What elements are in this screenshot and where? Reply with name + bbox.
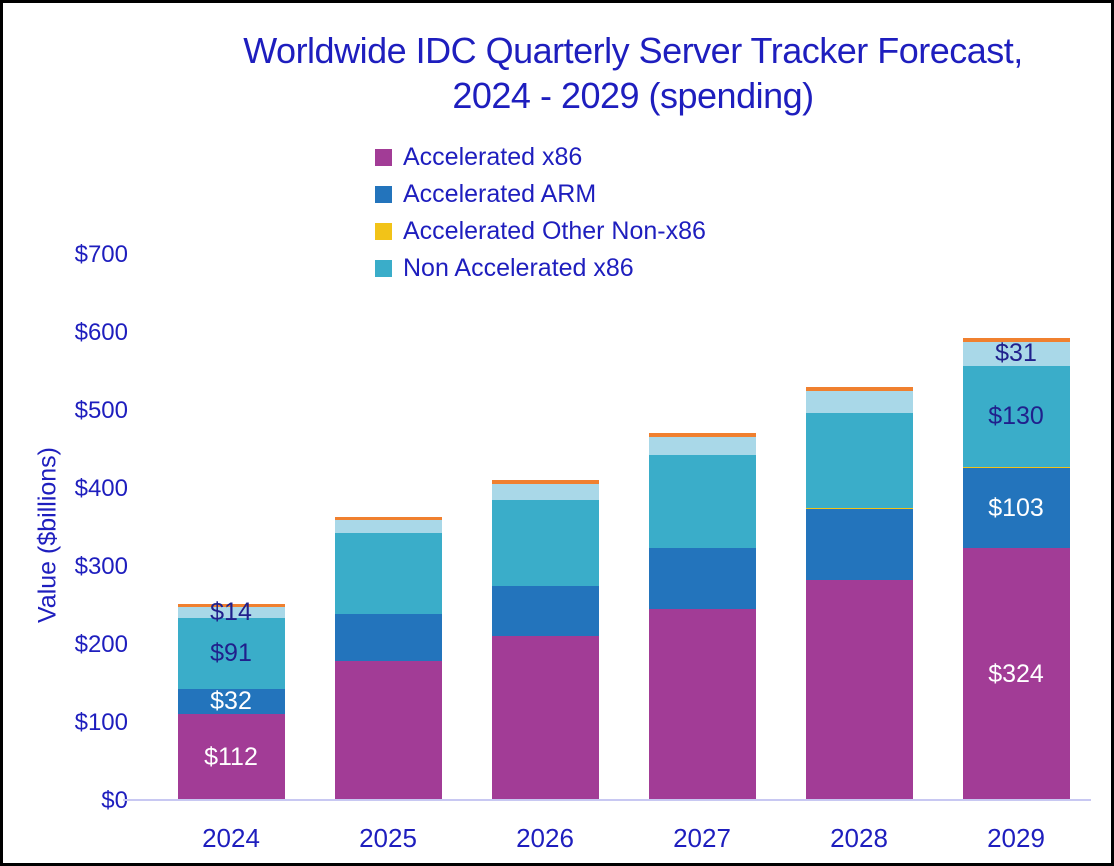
legend-item: Non Accelerated x86 <box>375 250 706 287</box>
bar-segment <box>334 520 442 533</box>
data-label: $130 <box>988 401 1044 430</box>
bar-segment <box>962 467 1070 468</box>
y-axis-title: Value ($billions) <box>33 446 62 624</box>
bar-2028 <box>805 386 913 801</box>
bar-segment: $130 <box>962 365 1070 468</box>
x-axis-tick: 2026 <box>516 823 574 853</box>
x-axis-tick: 2028 <box>830 823 888 853</box>
x-axis-tick: 2029 <box>987 823 1045 853</box>
bar-segment <box>334 613 442 661</box>
x-axis-tick: 2025 <box>359 823 417 853</box>
bar-segment <box>805 390 913 413</box>
bar-segment <box>805 507 913 510</box>
data-label: $91 <box>210 638 252 667</box>
bar-2025 <box>334 517 442 801</box>
bar-segment <box>805 509 913 581</box>
y-axis-tick: $400 <box>74 475 128 502</box>
bar-segment <box>491 480 599 485</box>
bar-segment <box>334 532 442 614</box>
bar-segment: $31 <box>962 339 1070 368</box>
bar-2029: $324 $103 $130 $31 <box>962 337 1070 801</box>
chart-title-line1: Worldwide IDC Quarterly Server Tracker F… <box>243 30 1023 71</box>
bar-segment: $324 <box>962 548 1070 801</box>
bar-segment <box>648 547 756 610</box>
x-axis-tick: 2024 <box>202 823 260 853</box>
legend-swatch-icon <box>375 223 392 240</box>
bar-segment <box>962 337 1070 342</box>
data-label: $14 <box>210 597 252 626</box>
legend-swatch-icon <box>375 186 392 203</box>
bar-segment <box>648 432 756 437</box>
bar-2024: $112 $32 $91 $14 <box>177 599 285 801</box>
y-axis-tick: $100 <box>74 709 128 736</box>
bar-segment: $112 <box>177 713 285 801</box>
data-label: $32 <box>210 686 252 715</box>
bar-segment: $14 <box>177 599 285 624</box>
legend-label: Non Accelerated x86 <box>403 254 634 282</box>
data-label: $103 <box>988 493 1044 522</box>
bar-segment: $32 <box>177 686 285 715</box>
legend-swatch-icon <box>375 260 392 277</box>
legend-item: Accelerated x86 <box>375 139 706 176</box>
x-axis-line <box>123 799 1091 801</box>
legend-label: Accelerated Other Non-x86 <box>403 217 706 245</box>
bar-segment <box>805 412 913 508</box>
y-axis-tick: $600 <box>74 319 128 346</box>
y-axis-tick: $700 <box>74 241 128 268</box>
legend-item: Accelerated Other Non-x86 <box>375 213 706 250</box>
bar-segment <box>334 517 442 521</box>
legend-label: Accelerated ARM <box>403 180 597 208</box>
y-axis-tick: $500 <box>74 397 128 424</box>
data-label: $112 <box>204 742 258 771</box>
bar-segment: $91 <box>177 617 285 689</box>
bar-segment <box>648 454 756 548</box>
data-label: $324 <box>988 660 1044 689</box>
bar-segment <box>491 636 599 801</box>
chart-title-line2: 2024 - 2029 (spending) <box>452 74 814 116</box>
legend-item: Accelerated ARM <box>375 176 706 213</box>
bar-segment <box>177 603 285 607</box>
bar-2026 <box>491 480 599 801</box>
bar-segment: $103 <box>962 467 1070 549</box>
legend-label: Accelerated x86 <box>403 143 583 171</box>
bar-segment <box>334 660 442 801</box>
y-axis-tick: $200 <box>74 631 128 658</box>
bar-segment <box>805 580 913 801</box>
bar-segment <box>648 436 756 455</box>
bar-2027 <box>648 432 756 801</box>
bar-segment <box>805 386 913 391</box>
y-axis-tick: $0 <box>101 787 128 814</box>
bar-segment <box>491 585 599 637</box>
bar-segment <box>491 499 599 586</box>
legend-swatch-icon <box>375 149 392 166</box>
legend: Accelerated x86 Accelerated ARM Accelerate… <box>375 139 706 287</box>
data-label: $31 <box>995 339 1037 368</box>
bar-segment <box>491 484 599 500</box>
chart-title: Worldwide IDC Quarterly Server Tracker F… <box>143 29 1111 118</box>
bar-segment <box>648 609 756 801</box>
y-axis-tick: $300 <box>74 553 128 580</box>
x-axis-tick: 2027 <box>673 823 731 853</box>
